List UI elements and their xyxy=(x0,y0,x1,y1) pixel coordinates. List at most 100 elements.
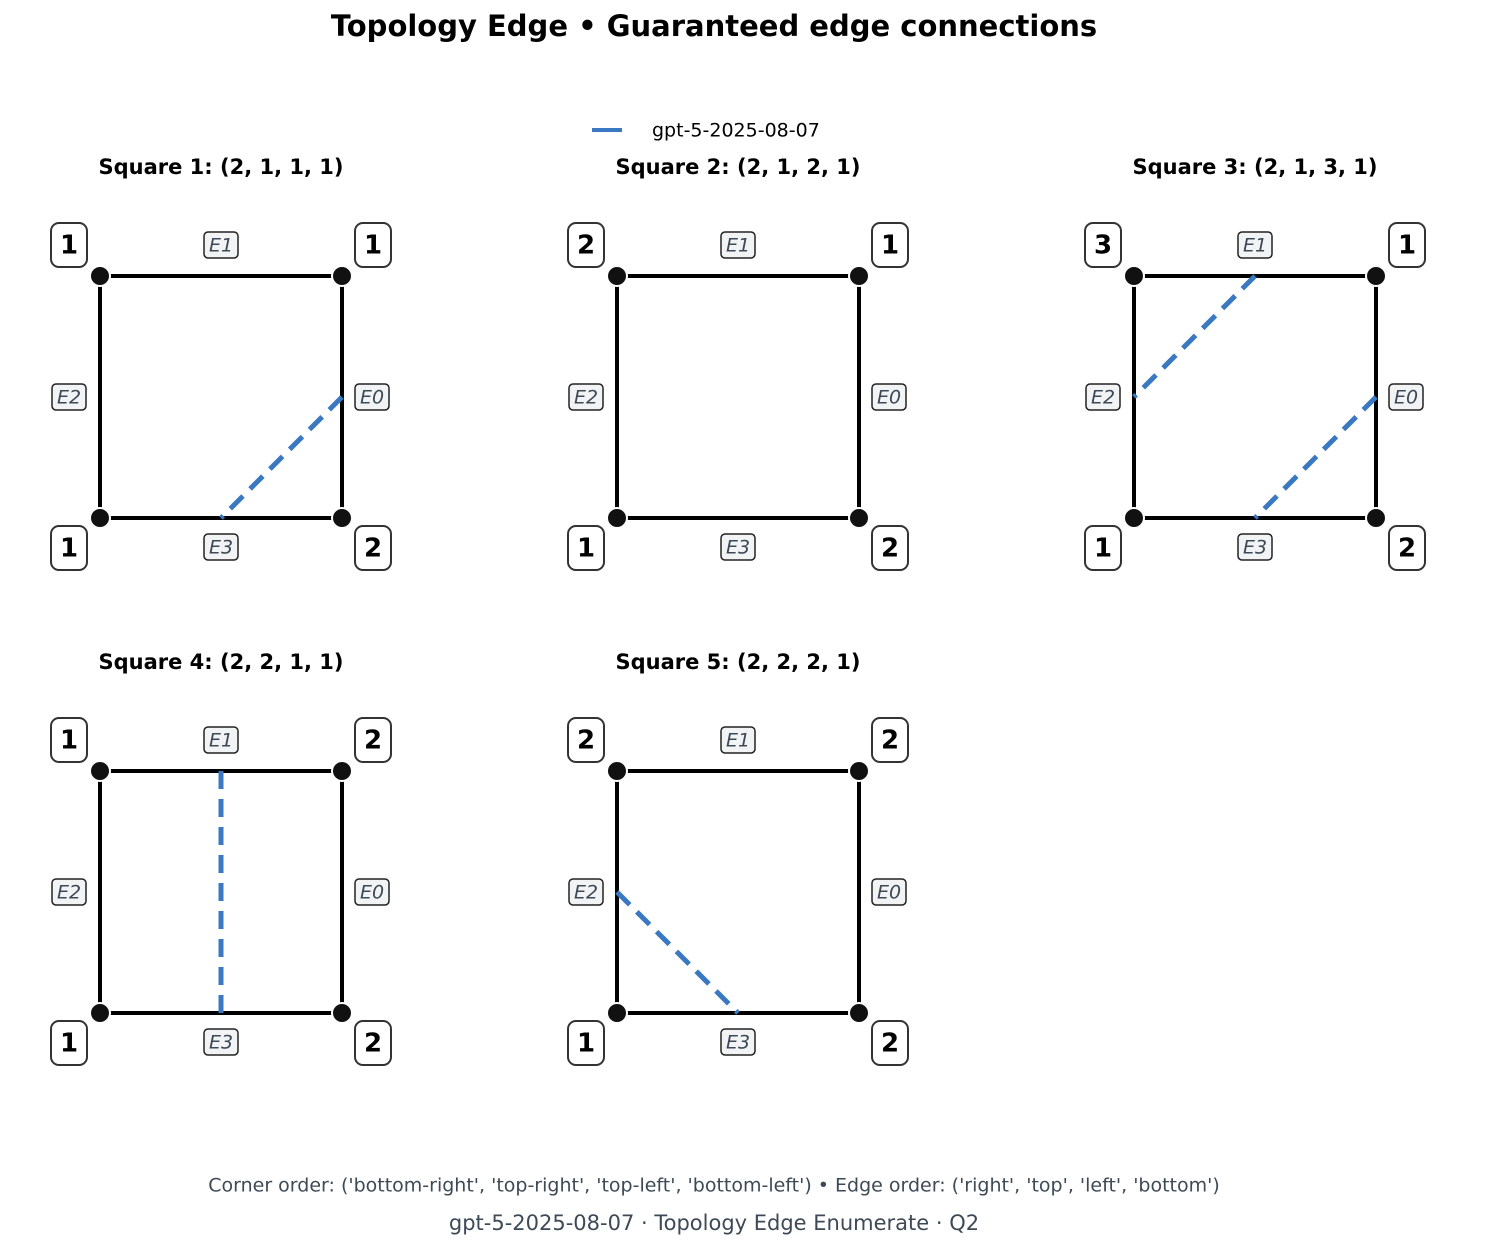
corner-label: 1 xyxy=(60,1029,78,1059)
edge-label: E0 xyxy=(360,387,384,409)
corner-dot xyxy=(606,265,628,287)
connection xyxy=(1253,395,1378,520)
edge-label: E3 xyxy=(726,537,750,559)
footer-caption: gpt-5-2025-08-07 · Topology Edge Enumera… xyxy=(449,1211,979,1235)
corner-dot xyxy=(89,265,111,287)
edge-label: E2 xyxy=(1091,387,1115,409)
corner-box xyxy=(50,222,88,268)
square-title: Square 3: (2, 1, 3, 1) xyxy=(1132,155,1377,179)
edge-box xyxy=(871,878,907,906)
corner-dot xyxy=(89,760,111,782)
edge-label: E2 xyxy=(57,387,81,409)
edge-label: E1 xyxy=(726,730,750,752)
corner-label: 1 xyxy=(1398,231,1416,261)
edge-label: E3 xyxy=(209,1032,233,1054)
edge-label: E3 xyxy=(1243,537,1267,559)
edge-box xyxy=(871,383,907,411)
corner-dot xyxy=(89,507,111,529)
corner-label: 2 xyxy=(577,231,595,261)
corner-dot xyxy=(1123,507,1145,529)
corner-box xyxy=(50,525,88,571)
square-title: Square 2: (2, 1, 2, 1) xyxy=(615,155,860,179)
footer-note: Corner order: ('bottom-right', 'top-righ… xyxy=(208,1175,1220,1197)
corner-label: 1 xyxy=(364,231,382,261)
corner-box xyxy=(354,717,392,763)
corner-box xyxy=(871,1020,909,1066)
edge-box xyxy=(203,726,239,754)
legend-label: gpt-5-2025-08-07 xyxy=(652,120,820,142)
edge-box xyxy=(354,878,390,906)
corner-box xyxy=(354,222,392,268)
edge-box xyxy=(720,1028,756,1056)
corner-label: 2 xyxy=(881,726,899,756)
edge-box xyxy=(51,878,87,906)
edge-box xyxy=(720,231,756,259)
edge-box xyxy=(568,878,604,906)
edge-label: E0 xyxy=(877,882,901,904)
edge-label: E2 xyxy=(57,882,81,904)
edge-label: E1 xyxy=(1243,235,1267,257)
corner-box xyxy=(871,525,909,571)
corner-dot xyxy=(1365,265,1387,287)
corner-label: 1 xyxy=(577,534,595,564)
corner-dot xyxy=(331,760,353,782)
corner-box xyxy=(567,222,605,268)
edge-box xyxy=(1388,383,1424,411)
corner-dot xyxy=(606,760,628,782)
corner-dot xyxy=(848,760,870,782)
corner-dot xyxy=(1123,265,1145,287)
connection xyxy=(219,395,344,520)
corner-dot xyxy=(848,1002,870,1024)
corner-dot xyxy=(848,265,870,287)
corner-dot xyxy=(1365,507,1387,529)
corner-label: 2 xyxy=(1398,534,1416,564)
edge-box xyxy=(51,383,87,411)
corner-box xyxy=(871,222,909,268)
corner-label: 1 xyxy=(60,534,78,564)
edge-label: E0 xyxy=(360,882,384,904)
edge-label: E3 xyxy=(209,537,233,559)
edge-box xyxy=(203,1028,239,1056)
corner-label: 1 xyxy=(881,231,899,261)
corner-label: 2 xyxy=(364,534,382,564)
corner-dot xyxy=(848,507,870,529)
corner-box xyxy=(1084,222,1122,268)
corner-dot xyxy=(606,507,628,529)
corner-label: 2 xyxy=(364,1029,382,1059)
corner-label: 1 xyxy=(577,1029,595,1059)
square-title: Square 1: (2, 1, 1, 1) xyxy=(98,155,343,179)
corner-dot xyxy=(331,507,353,529)
corner-label: 2 xyxy=(881,534,899,564)
edge-label: E2 xyxy=(574,387,598,409)
corner-label: 1 xyxy=(1094,534,1112,564)
edge-label: E1 xyxy=(209,730,233,752)
edge-box xyxy=(720,726,756,754)
corner-label: 1 xyxy=(60,726,78,756)
corner-box xyxy=(1084,525,1122,571)
corner-dot xyxy=(331,1002,353,1024)
edge-label: E0 xyxy=(877,387,901,409)
corner-box xyxy=(1388,525,1426,571)
corner-box xyxy=(50,717,88,763)
corner-label: 3 xyxy=(1094,231,1112,261)
connection xyxy=(615,890,740,1015)
edge-label: E0 xyxy=(1394,387,1418,409)
edge-label: E2 xyxy=(574,882,598,904)
corner-box xyxy=(567,717,605,763)
corner-dot xyxy=(89,1002,111,1024)
edge-box xyxy=(568,383,604,411)
corner-label: 2 xyxy=(881,1029,899,1059)
corner-box xyxy=(567,1020,605,1066)
corner-box xyxy=(1388,222,1426,268)
corner-label: 2 xyxy=(364,726,382,756)
edge-label: E1 xyxy=(726,235,750,257)
corner-dot xyxy=(331,265,353,287)
edge-box xyxy=(720,533,756,561)
corner-box xyxy=(354,525,392,571)
title: Topology Edge • Guaranteed edge connecti… xyxy=(331,9,1097,43)
edge-label: E1 xyxy=(209,235,233,257)
corner-box xyxy=(567,525,605,571)
edge-box xyxy=(1237,231,1273,259)
